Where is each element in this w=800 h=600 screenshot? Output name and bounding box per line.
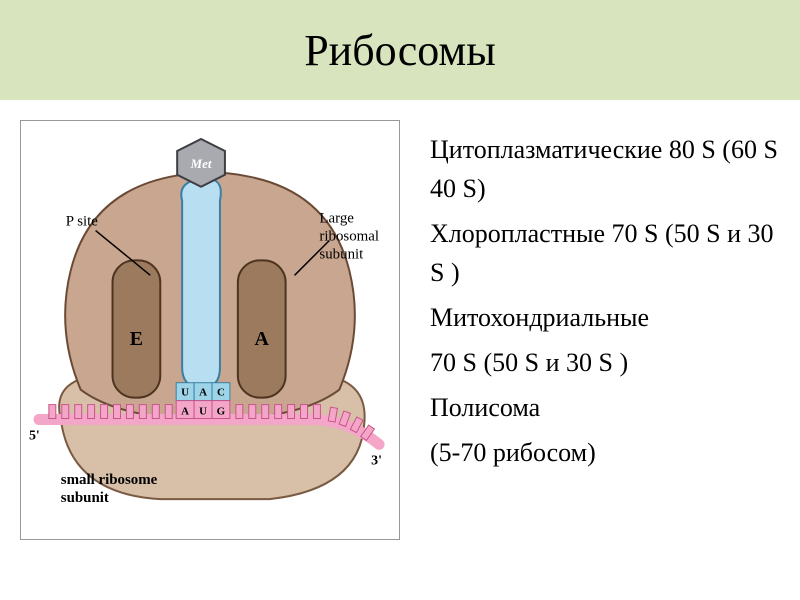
codon-bottom-0: A (181, 406, 189, 418)
content-row: E A Met U A C (0, 100, 800, 540)
codon-top-2: C (217, 387, 225, 399)
met-label: Met (190, 156, 212, 171)
three-prime-label: 3' (371, 453, 382, 468)
text-line-1: Хлоропластные 70 S (50 S и 30 S ) (430, 214, 780, 292)
ribosome-diagram: E A Met U A C (20, 120, 400, 540)
small-subunit-label-1: small ribosome (61, 472, 158, 488)
text-line-5: (5-70 рибосом) (430, 433, 780, 472)
page-title: Рибосомы (304, 25, 496, 76)
text-line-3: 70 S (50 S и 30 S ) (430, 343, 780, 382)
text-line-0: Цитоплазматические 80 S (60 S 40 S) (430, 130, 780, 208)
ribosome-svg: E A Met U A C (21, 121, 399, 539)
codon-top-row: U A C (176, 383, 230, 401)
e-site-letter: E (130, 328, 143, 350)
codon-top-0: U (181, 387, 189, 399)
large-subunit-label-3: subunit (319, 246, 364, 262)
large-subunit-label-2: ribosomal (319, 228, 379, 244)
codon-bottom-1: U (199, 406, 207, 418)
e-site-shape: E (113, 260, 161, 397)
text-line-4: Полисома (430, 388, 780, 427)
text-line-2: Митохондриальные (430, 298, 780, 337)
a-site-letter: A (255, 328, 270, 350)
large-subunit-label-1: Large (319, 211, 354, 227)
a-site-shape: A (238, 260, 286, 397)
codon-bottom-2: G (217, 406, 226, 418)
codon-top-1: A (199, 387, 207, 399)
five-prime-label: 5' (29, 428, 40, 443)
text-column: Цитоплазматические 80 S (60 S 40 S) Хлор… (430, 120, 780, 540)
p-site-label: P site (66, 214, 99, 230)
small-subunit-label-2: subunit (61, 490, 109, 506)
title-bar: Рибосомы (0, 0, 800, 100)
codon-bottom-row: A U G (176, 401, 230, 419)
trna-shape (181, 179, 221, 388)
